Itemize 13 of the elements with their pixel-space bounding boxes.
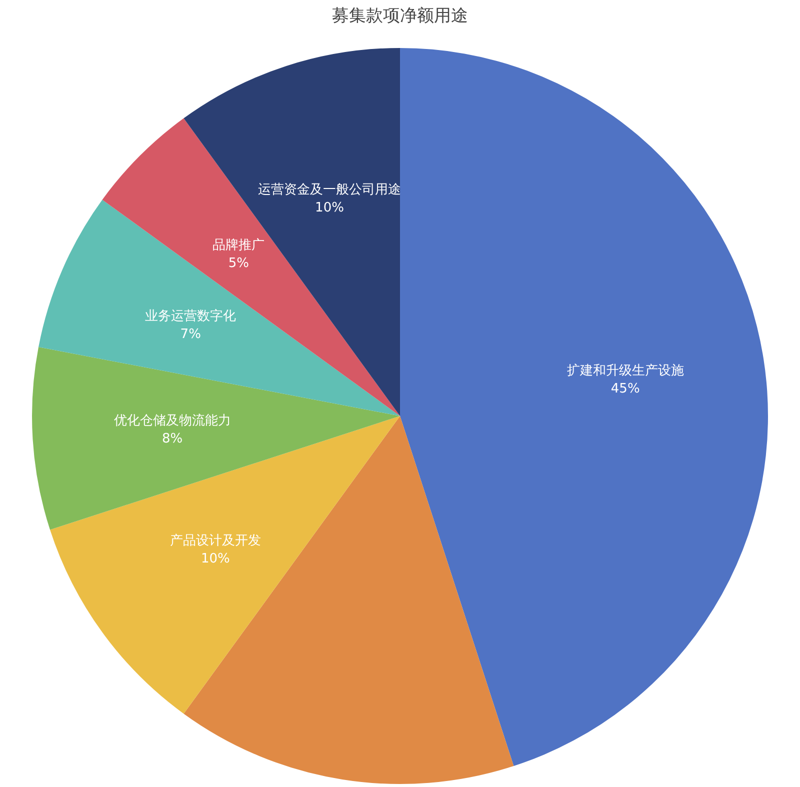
data-label: 8%	[162, 432, 183, 447]
slice-label: 业务运营数字化	[145, 308, 236, 324]
slice-label: 品牌推广	[212, 238, 265, 254]
slice-label: 运营资金及一般公司用途	[258, 182, 401, 198]
data-label: 10%	[200, 551, 230, 566]
data-label: 7%	[180, 326, 201, 342]
slice-label: 优化仓储及物流能力	[114, 412, 231, 429]
data-label: 10%	[315, 200, 344, 216]
data-label: 5%	[228, 256, 249, 272]
slice-label: 扩建和升级生产设施	[566, 364, 684, 379]
data-label: 45%	[610, 382, 640, 397]
chart-title: 募集款项净额用途	[331, 5, 469, 27]
slice-label: 产品设计及开发	[170, 533, 261, 548]
